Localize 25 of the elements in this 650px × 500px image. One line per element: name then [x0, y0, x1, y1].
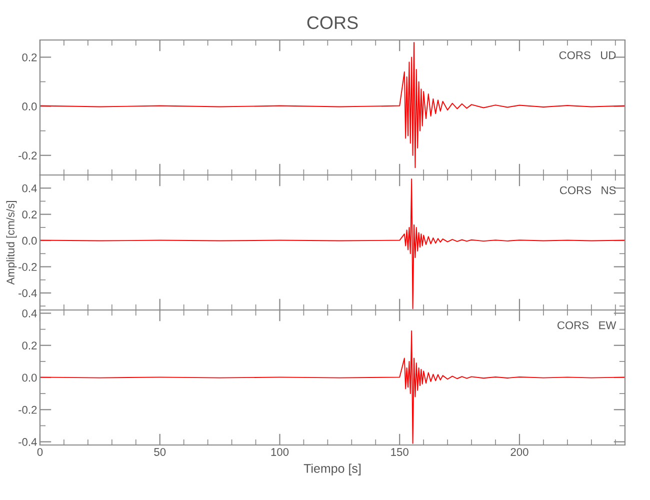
x-tick-label: 0	[37, 448, 43, 456]
x-tick-label: 200	[510, 448, 528, 456]
y-tick-label: 0.2	[22, 342, 37, 350]
y-tick-label: 0.2	[22, 210, 37, 218]
y-tick-label: -0.2	[18, 406, 37, 414]
y-tick-label: -0.2	[18, 152, 37, 160]
y-tick-label: -0.4	[18, 438, 37, 446]
y-tick-label: 0.0	[22, 102, 37, 110]
x-tick-label: 100	[271, 448, 289, 456]
annotation: CORS EW	[558, 321, 616, 330]
x-tick-label: 50	[154, 448, 166, 456]
x-axis-title: Tiempo [s]	[304, 464, 361, 476]
y-tick-label: 0.0	[22, 236, 37, 245]
y-tick-label: 0.4	[22, 184, 37, 192]
y-tick-label: -0.2	[18, 263, 37, 271]
annotation: CORS NS	[560, 186, 616, 194]
y-tick-label: -0.4	[18, 289, 37, 298]
y-tick-label: 0.4	[22, 309, 37, 318]
x-tick-label: 150	[391, 448, 408, 456]
y-tick-label: 0.2	[22, 53, 37, 62]
y-axis-title: Amplitud [cm/s/s]	[6, 200, 17, 285]
line-series	[40, 42, 625, 168]
chart-title: CORS	[307, 16, 358, 30]
annotation: CORS UD	[559, 51, 616, 60]
y-tick-label: 0.0	[22, 374, 37, 382]
